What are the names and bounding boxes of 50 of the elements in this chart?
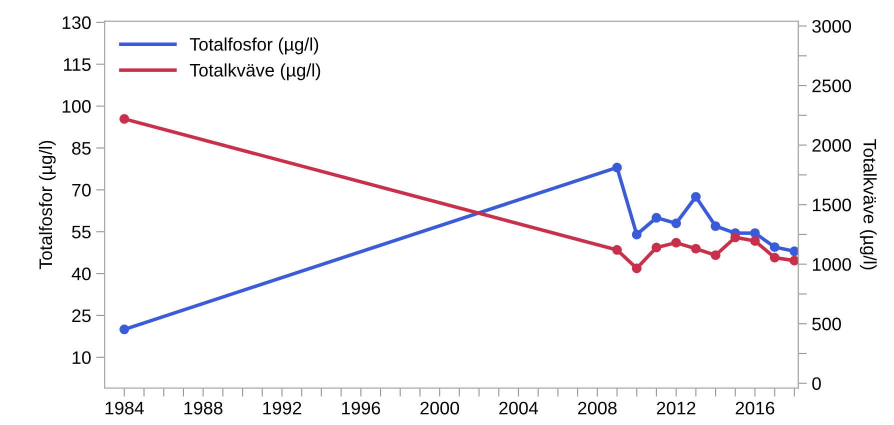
- y2-tick-label: 1000: [812, 258, 851, 271]
- point: [690, 192, 701, 202]
- y-axis-title: Totalfosfor (µg/l): [38, 140, 56, 270]
- y-tick-label: 85: [72, 142, 91, 155]
- point: [652, 242, 662, 252]
- point: [750, 236, 760, 246]
- point: [730, 232, 740, 242]
- point: [612, 245, 622, 255]
- point: [632, 230, 642, 240]
- point: [671, 218, 682, 228]
- point: [119, 324, 130, 334]
- x-tick-label: 2008: [578, 402, 617, 414]
- y-tick-label: 130: [62, 16, 91, 30]
- point: [770, 252, 780, 262]
- y2-tick-label: 1500: [812, 198, 851, 212]
- x-tick-label: 2000: [420, 402, 460, 414]
- point: [790, 256, 798, 266]
- x-tick-label: 2004: [499, 402, 538, 414]
- y-tick-label: 100: [62, 100, 91, 113]
- y2-tick-label: 2500: [812, 79, 851, 92]
- x-tick-label: 2016: [736, 402, 774, 414]
- point: [652, 212, 662, 223]
- x-tick-label: 1984: [106, 402, 144, 414]
- y2-tick-label: 0: [812, 377, 821, 390]
- y2-axis-title: Totalkväve (µg/l): [860, 139, 877, 270]
- y-tick-label: 55: [72, 226, 91, 238]
- x-tick-label: 1988: [184, 402, 222, 414]
- y2-tick-label: 3000: [812, 20, 851, 33]
- point: [612, 162, 622, 172]
- point: [710, 250, 720, 260]
- point: [750, 228, 760, 238]
- point: [710, 221, 720, 231]
- point: [790, 246, 798, 256]
- y-tick-label: 10: [72, 351, 91, 364]
- point: [119, 114, 130, 124]
- y-tick-label: 115: [64, 58, 91, 71]
- y2-tick-label: 2000: [812, 139, 851, 152]
- y2-tick-label: 500: [812, 318, 841, 330]
- legend-label: Totalfosfor (µg/l): [190, 38, 318, 54]
- x-tick-label: 2012: [656, 402, 696, 414]
- y-tick-label: 70: [72, 184, 91, 197]
- y-tick-label: 40: [72, 268, 91, 280]
- point: [632, 263, 642, 274]
- x-tick-label: 1992: [263, 402, 302, 414]
- point: [690, 244, 701, 254]
- legend-label: Totalkväve (µg/l): [190, 63, 320, 80]
- point: [671, 238, 682, 248]
- point: [770, 242, 780, 252]
- y-tick-label: 25: [72, 309, 91, 322]
- x-tick-label: 1996: [342, 402, 380, 414]
